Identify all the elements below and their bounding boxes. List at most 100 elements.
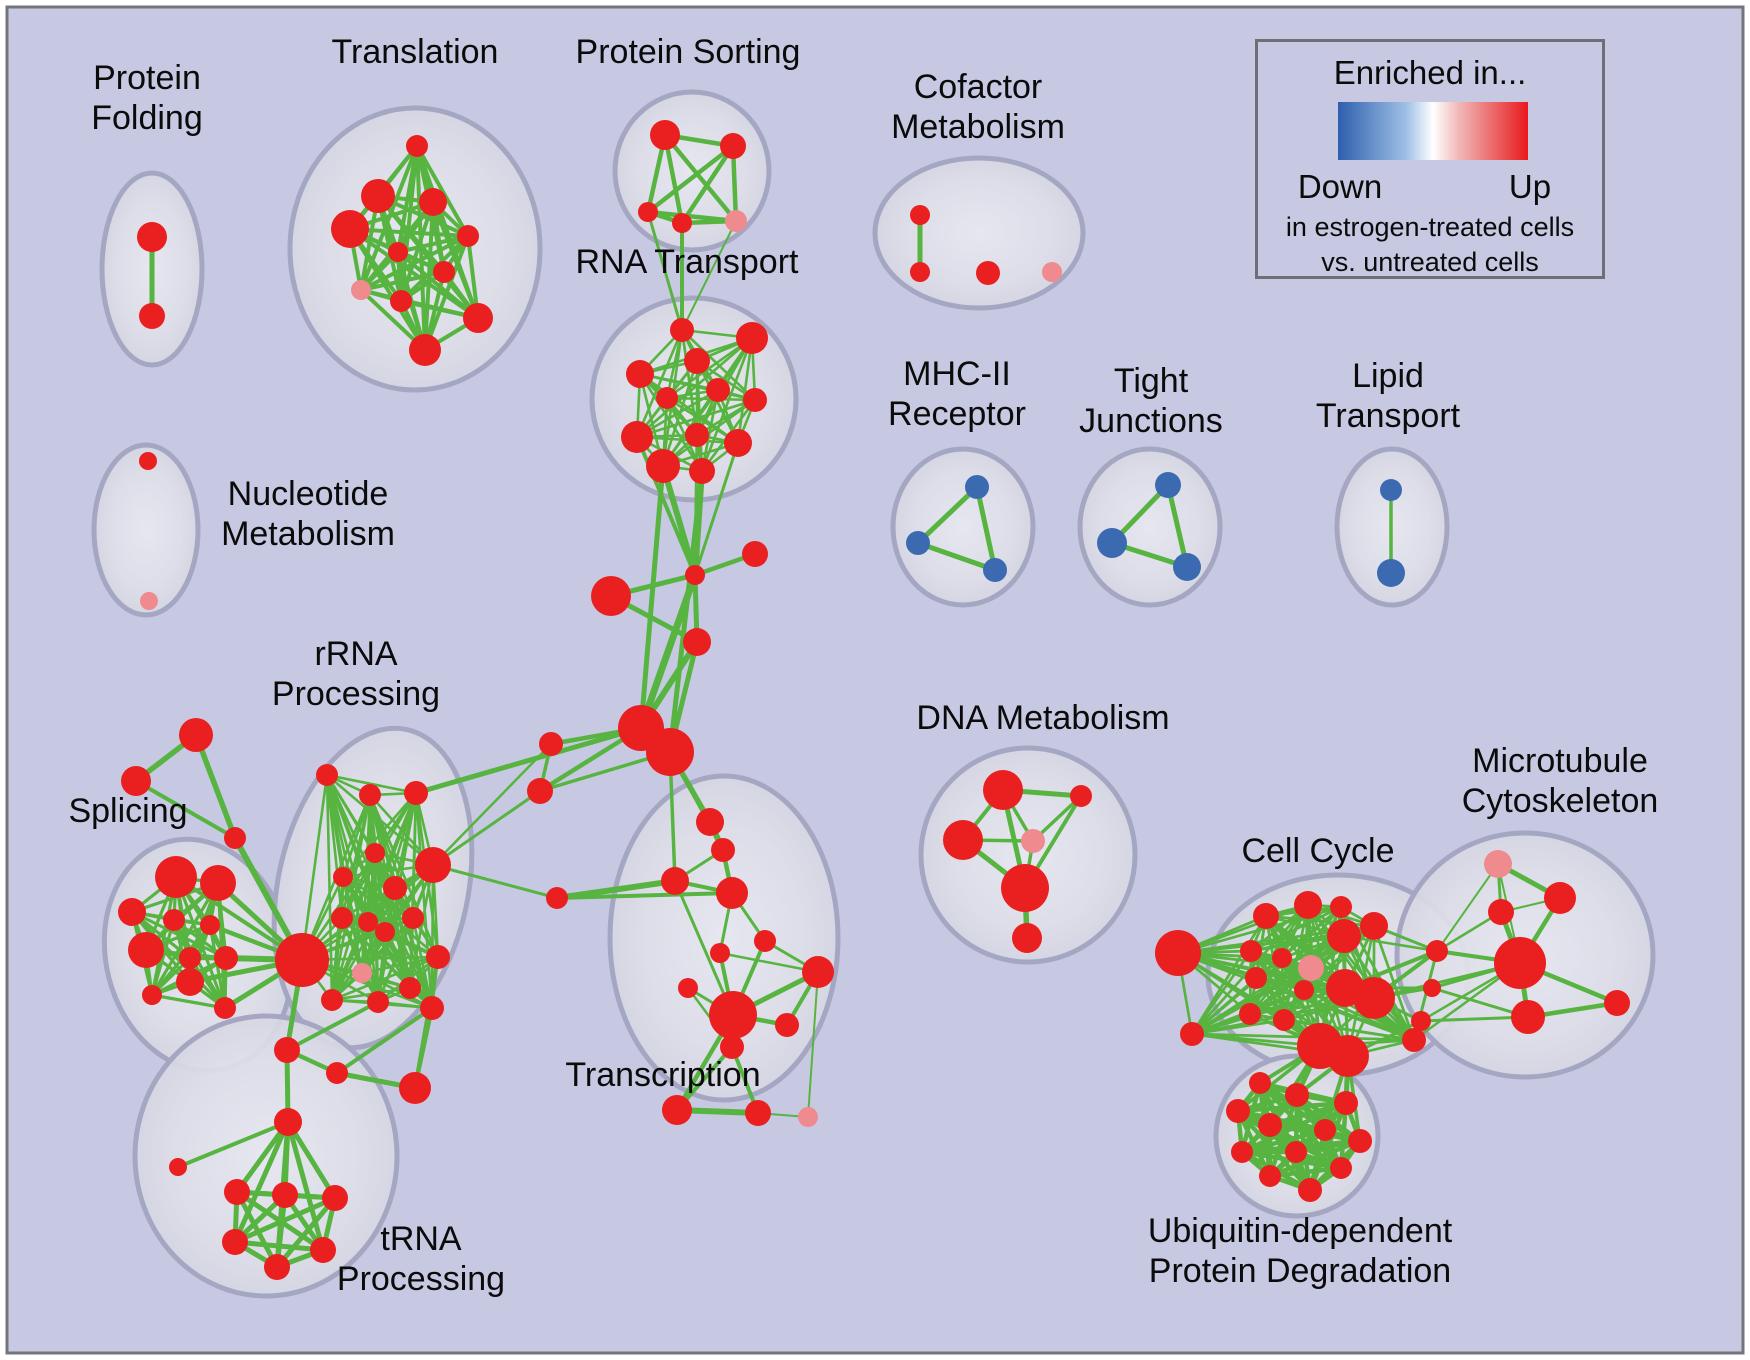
node-m6 — [1604, 990, 1630, 1016]
node-nm1 — [139, 452, 157, 470]
node-nm2 — [140, 592, 158, 610]
node-tj3 — [1173, 553, 1201, 581]
edge-rr3-rr5 — [341, 791, 418, 879]
node-m2 — [1544, 882, 1576, 914]
node-u3 — [1226, 1099, 1250, 1123]
edge-rt2-rt10 — [736, 336, 754, 445]
edge-rr9-rr14 — [330, 920, 370, 1002]
cluster-label-rna-transport: RNA Transport — [576, 243, 800, 281]
node-ps2 — [720, 133, 746, 159]
node-u5 — [1334, 1091, 1358, 1115]
edge-tc6-tc9 — [718, 951, 820, 974]
edge-cc8-cc14 — [1248, 934, 1346, 1016]
edge-t6-t10 — [396, 250, 480, 320]
node-lp2 — [1377, 559, 1405, 587]
node-rt10 — [724, 429, 752, 457]
node-tc13 — [662, 1095, 692, 1125]
edge-tc5-tc3 — [554, 878, 678, 901]
node-rr1 — [316, 764, 338, 786]
cluster-label-cofactor-metabolism: Cofactor Metabolism — [891, 68, 1065, 146]
node-rt2 — [736, 322, 768, 354]
cluster-ellipse-tight-junctions — [1077, 446, 1223, 608]
node-cc1 — [1155, 930, 1201, 976]
node-hub — [275, 933, 329, 987]
node-t6 — [388, 242, 408, 262]
cluster-ellipse-nucleotide-metabolism — [91, 442, 201, 618]
node-tn5 — [222, 1229, 248, 1255]
node-cm3 — [976, 261, 1000, 285]
node-cc15 — [1273, 1009, 1295, 1031]
edge-rt6-rt10 — [665, 396, 740, 445]
node-sp3 — [118, 898, 146, 926]
node-tc15 — [798, 1107, 818, 1127]
node-ps5 — [725, 210, 747, 232]
edge-t4-t5 — [348, 227, 470, 238]
node-ps3 — [638, 202, 658, 222]
cluster-label-rrna-processing: rRNA Processing — [272, 635, 440, 713]
edge-tnh-tn2 — [234, 1119, 291, 1195]
node-cc11 — [1294, 980, 1314, 1000]
node-tn8 — [326, 1062, 348, 1084]
cluster-label-dna-metabolism: DNA Metabolism — [916, 699, 1169, 737]
node-rr6 — [415, 847, 451, 883]
node-u7 — [1348, 1129, 1372, 1153]
edge-u5-u8 — [1239, 1100, 1349, 1155]
node-t9 — [390, 290, 412, 312]
edge-rt11-c5 — [638, 463, 666, 731]
edge-rt3-rt10 — [695, 359, 740, 445]
edge-rt1-rt8 — [635, 328, 684, 439]
edge-rt1-rt7 — [680, 328, 757, 402]
legend-up-label: Up — [1508, 168, 1552, 205]
node-ps1 — [650, 120, 680, 150]
node-sp10 — [214, 997, 236, 1019]
node-t5 — [457, 225, 479, 247]
cluster-label-protein-sorting: Protein Sorting — [576, 33, 801, 71]
cluster-ellipse-cofactor-metabolism — [872, 155, 1086, 311]
node-c3 — [591, 576, 631, 616]
edge-c5-rr3 — [413, 725, 644, 796]
node-sp7 — [179, 947, 201, 969]
node-rt7 — [743, 388, 767, 412]
edge-sp4-sp11 — [150, 918, 176, 997]
edge-sp3-sp10 — [130, 910, 227, 1010]
node-tc10 — [709, 991, 757, 1039]
node-u9 — [1285, 1141, 1307, 1163]
edge-t5-t8 — [359, 234, 470, 292]
cluster-label-mhc-ii-receptor: MHC-II Receptor — [888, 355, 1026, 433]
node-rt5 — [706, 378, 730, 402]
edge-t4-t10 — [348, 227, 480, 320]
node-rr12 — [426, 945, 450, 969]
edge-rr12-rr13 — [360, 955, 440, 975]
edge-rr1-rr14 — [325, 773, 334, 1002]
node-tr3 — [224, 827, 246, 849]
edge-cc10-cc19 — [1190, 976, 1258, 1036]
node-m1 — [1484, 850, 1512, 878]
edge-tn4-tn7 — [274, 1195, 338, 1270]
node-ps4 — [672, 213, 692, 233]
edge-tnh-tn1 — [176, 1120, 290, 1169]
node-tr2 — [121, 766, 151, 796]
node-t1 — [406, 135, 428, 157]
edge-rt11-c1 — [660, 463, 698, 578]
edge-c7-rr6 — [431, 742, 553, 867]
node-m3 — [1488, 899, 1514, 925]
edge-sp5-sp10 — [208, 923, 227, 1010]
node-cc13 — [1353, 977, 1395, 1019]
edge-t3-t10 — [431, 200, 480, 320]
node-tc2 — [711, 838, 735, 862]
edge-tnh-tn5 — [232, 1119, 291, 1245]
node-rt8 — [621, 421, 653, 453]
node-tn6 — [310, 1237, 336, 1263]
edge-tnh-tn6 — [285, 1119, 326, 1253]
node-u1 — [1249, 1072, 1271, 1094]
node-sp5 — [200, 915, 220, 935]
cluster-label-trna-processing: tRNA Processing — [337, 1220, 505, 1298]
edge-rt7-rt11 — [661, 398, 757, 468]
node-layer — [118, 120, 1630, 1280]
edge-rr1-rr3 — [325, 773, 418, 795]
node-t8 — [351, 280, 371, 300]
node-rt11 — [646, 449, 680, 483]
edge-rr4-rr18 — [373, 851, 434, 1010]
node-t7 — [433, 261, 455, 283]
